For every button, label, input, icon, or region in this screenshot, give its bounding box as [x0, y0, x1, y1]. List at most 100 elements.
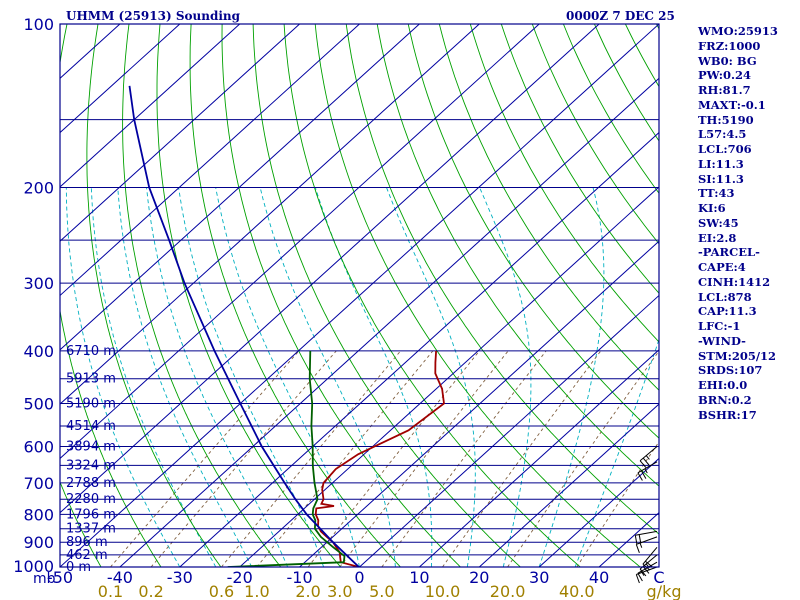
- wind-barb-flag: [634, 535, 638, 545]
- dry-adiabat-line: [122, 24, 282, 567]
- mixing-ratio-label: 40.0: [559, 582, 595, 600]
- index-item: EI:2.8: [698, 230, 737, 245]
- height-label: 6710 m: [66, 344, 116, 359]
- index-item: LCL:706: [698, 142, 752, 156]
- mixing-ratio-label: 2.0: [295, 582, 320, 600]
- index-item: -WIND-: [698, 333, 746, 348]
- pressure-tick-label: 200: [23, 179, 54, 198]
- wind-barb-shaft: [637, 461, 658, 474]
- pressure-tick-label: 1000: [13, 557, 54, 576]
- index-item: FRZ:1000: [698, 38, 761, 53]
- mixing-ratio-label: 0.6: [209, 582, 234, 600]
- index-item: MAXT:-0.1: [698, 97, 766, 112]
- temperature-tick-label: 0: [354, 568, 364, 587]
- pressure-tick-label: 500: [23, 395, 54, 414]
- dry-adiabat-line: [221, 24, 461, 567]
- index-item: LFC:-1: [698, 319, 741, 333]
- wind-barb: [635, 536, 658, 553]
- mixing-ratio-label: 3.0: [327, 582, 352, 600]
- wind-barb-flag: [642, 457, 650, 466]
- moist-adiabat-line: [538, 187, 605, 567]
- mixing-ratio-unit-label: g/kg: [647, 582, 682, 600]
- moist-adiabat-line: [215, 187, 360, 567]
- temperature-tick-label: -40: [107, 568, 133, 587]
- mixing-ratio-label: 0.2: [138, 582, 163, 600]
- wind-barb-flag: [638, 534, 642, 544]
- wind-barb-flag: [639, 460, 647, 468]
- wind-barb-flag: [637, 572, 643, 582]
- temperature-tick-label: 30: [529, 568, 549, 587]
- mixing-ratio-line: [339, 350, 509, 567]
- index-item: CAPE:4: [698, 260, 746, 274]
- isotherm-line: [419, 349, 659, 567]
- index-item: STM:205/12: [698, 348, 777, 363]
- wind-barb-flag: [637, 472, 643, 481]
- height-label: 896 m: [66, 535, 108, 550]
- index-item: RH:81.7: [698, 83, 751, 97]
- height-label: 4514 m: [66, 419, 116, 434]
- temperature-tick-label: 20: [469, 568, 489, 587]
- pressure-tick-label: 900: [23, 533, 54, 552]
- pressure-tick-label: 300: [23, 274, 54, 293]
- parcel-trace: [128, 85, 360, 567]
- wind-barb-flag: [645, 455, 650, 460]
- pressure-tick-label: 400: [23, 342, 54, 361]
- isobars: [60, 119, 659, 567]
- wind-barb-flag: [645, 560, 653, 568]
- index-item: TH:5190: [698, 112, 754, 127]
- temperature-tick-label: 10: [409, 568, 429, 587]
- index-item: WB0: BG: [698, 53, 757, 68]
- mixing-ratio-label: 0.1: [98, 582, 123, 600]
- height-label: 3894 m: [66, 440, 116, 455]
- height-label: 1337 m: [66, 522, 116, 537]
- dewpoint-trace: [227, 350, 346, 567]
- temperature-unit-label: C: [653, 568, 664, 587]
- index-item: CINH:1412: [698, 274, 771, 289]
- mixing-ratio-line: [110, 350, 300, 567]
- isotherm-line: [119, 77, 659, 567]
- wind-barb-flag: [639, 568, 647, 577]
- moist-adiabat-line: [574, 337, 659, 567]
- wind-barbs: [634, 446, 658, 584]
- isotherm-line: [478, 403, 659, 567]
- chart-title: UHMM (25913) Sounding: [66, 9, 241, 23]
- moist-adiabat-line: [146, 187, 289, 567]
- mixing-ratio-label: 10.0: [425, 582, 461, 600]
- temperature-tick-label: -50: [47, 568, 73, 587]
- height-label: 2280 m: [66, 492, 116, 507]
- moist-adiabat-line: [314, 187, 433, 567]
- wind-barb-flag: [640, 571, 645, 576]
- index-item: EHI:0.0: [698, 378, 748, 392]
- mixing-ratio-label: 20.0: [490, 582, 526, 600]
- height-label: 5913 m: [66, 372, 116, 387]
- height-label: 3324 m: [66, 458, 116, 473]
- index-item: BRN:0.2: [698, 392, 752, 407]
- isotherm-line: [239, 186, 659, 567]
- isotherm-line: [60, 24, 181, 134]
- isotherm-line: [60, 24, 600, 514]
- isotherm-line: [60, 24, 241, 188]
- mixing-ratio-line: [307, 350, 480, 567]
- wind-barb: [639, 446, 658, 468]
- isotherm-line: [60, 24, 420, 351]
- moist-adiabats: [65, 187, 659, 567]
- dry-adiabat-line: [189, 24, 401, 567]
- height-label: 2788 m: [66, 476, 116, 491]
- dry-adiabat-line: [781, 24, 800, 567]
- moist-adiabat-line: [178, 187, 325, 567]
- height-label: 5190 m: [66, 397, 116, 412]
- index-item: SI:11.3: [698, 171, 744, 186]
- height-label: 0 m: [66, 560, 91, 575]
- index-item: PW:0.24: [698, 68, 752, 83]
- temperature-tick-label: -20: [227, 568, 253, 587]
- pressure-tick-label: 800: [23, 505, 54, 524]
- timestamp: 0000Z 7 DEC 25: [566, 9, 675, 23]
- isotherm-line: [299, 240, 659, 567]
- isotherm-line: [60, 24, 540, 460]
- dry-adiabat-line: [314, 24, 641, 567]
- mixing-ratio-label: 1.0: [244, 582, 269, 600]
- wind-barb-flag: [635, 574, 640, 584]
- dry-adiabat-line: [345, 24, 659, 535]
